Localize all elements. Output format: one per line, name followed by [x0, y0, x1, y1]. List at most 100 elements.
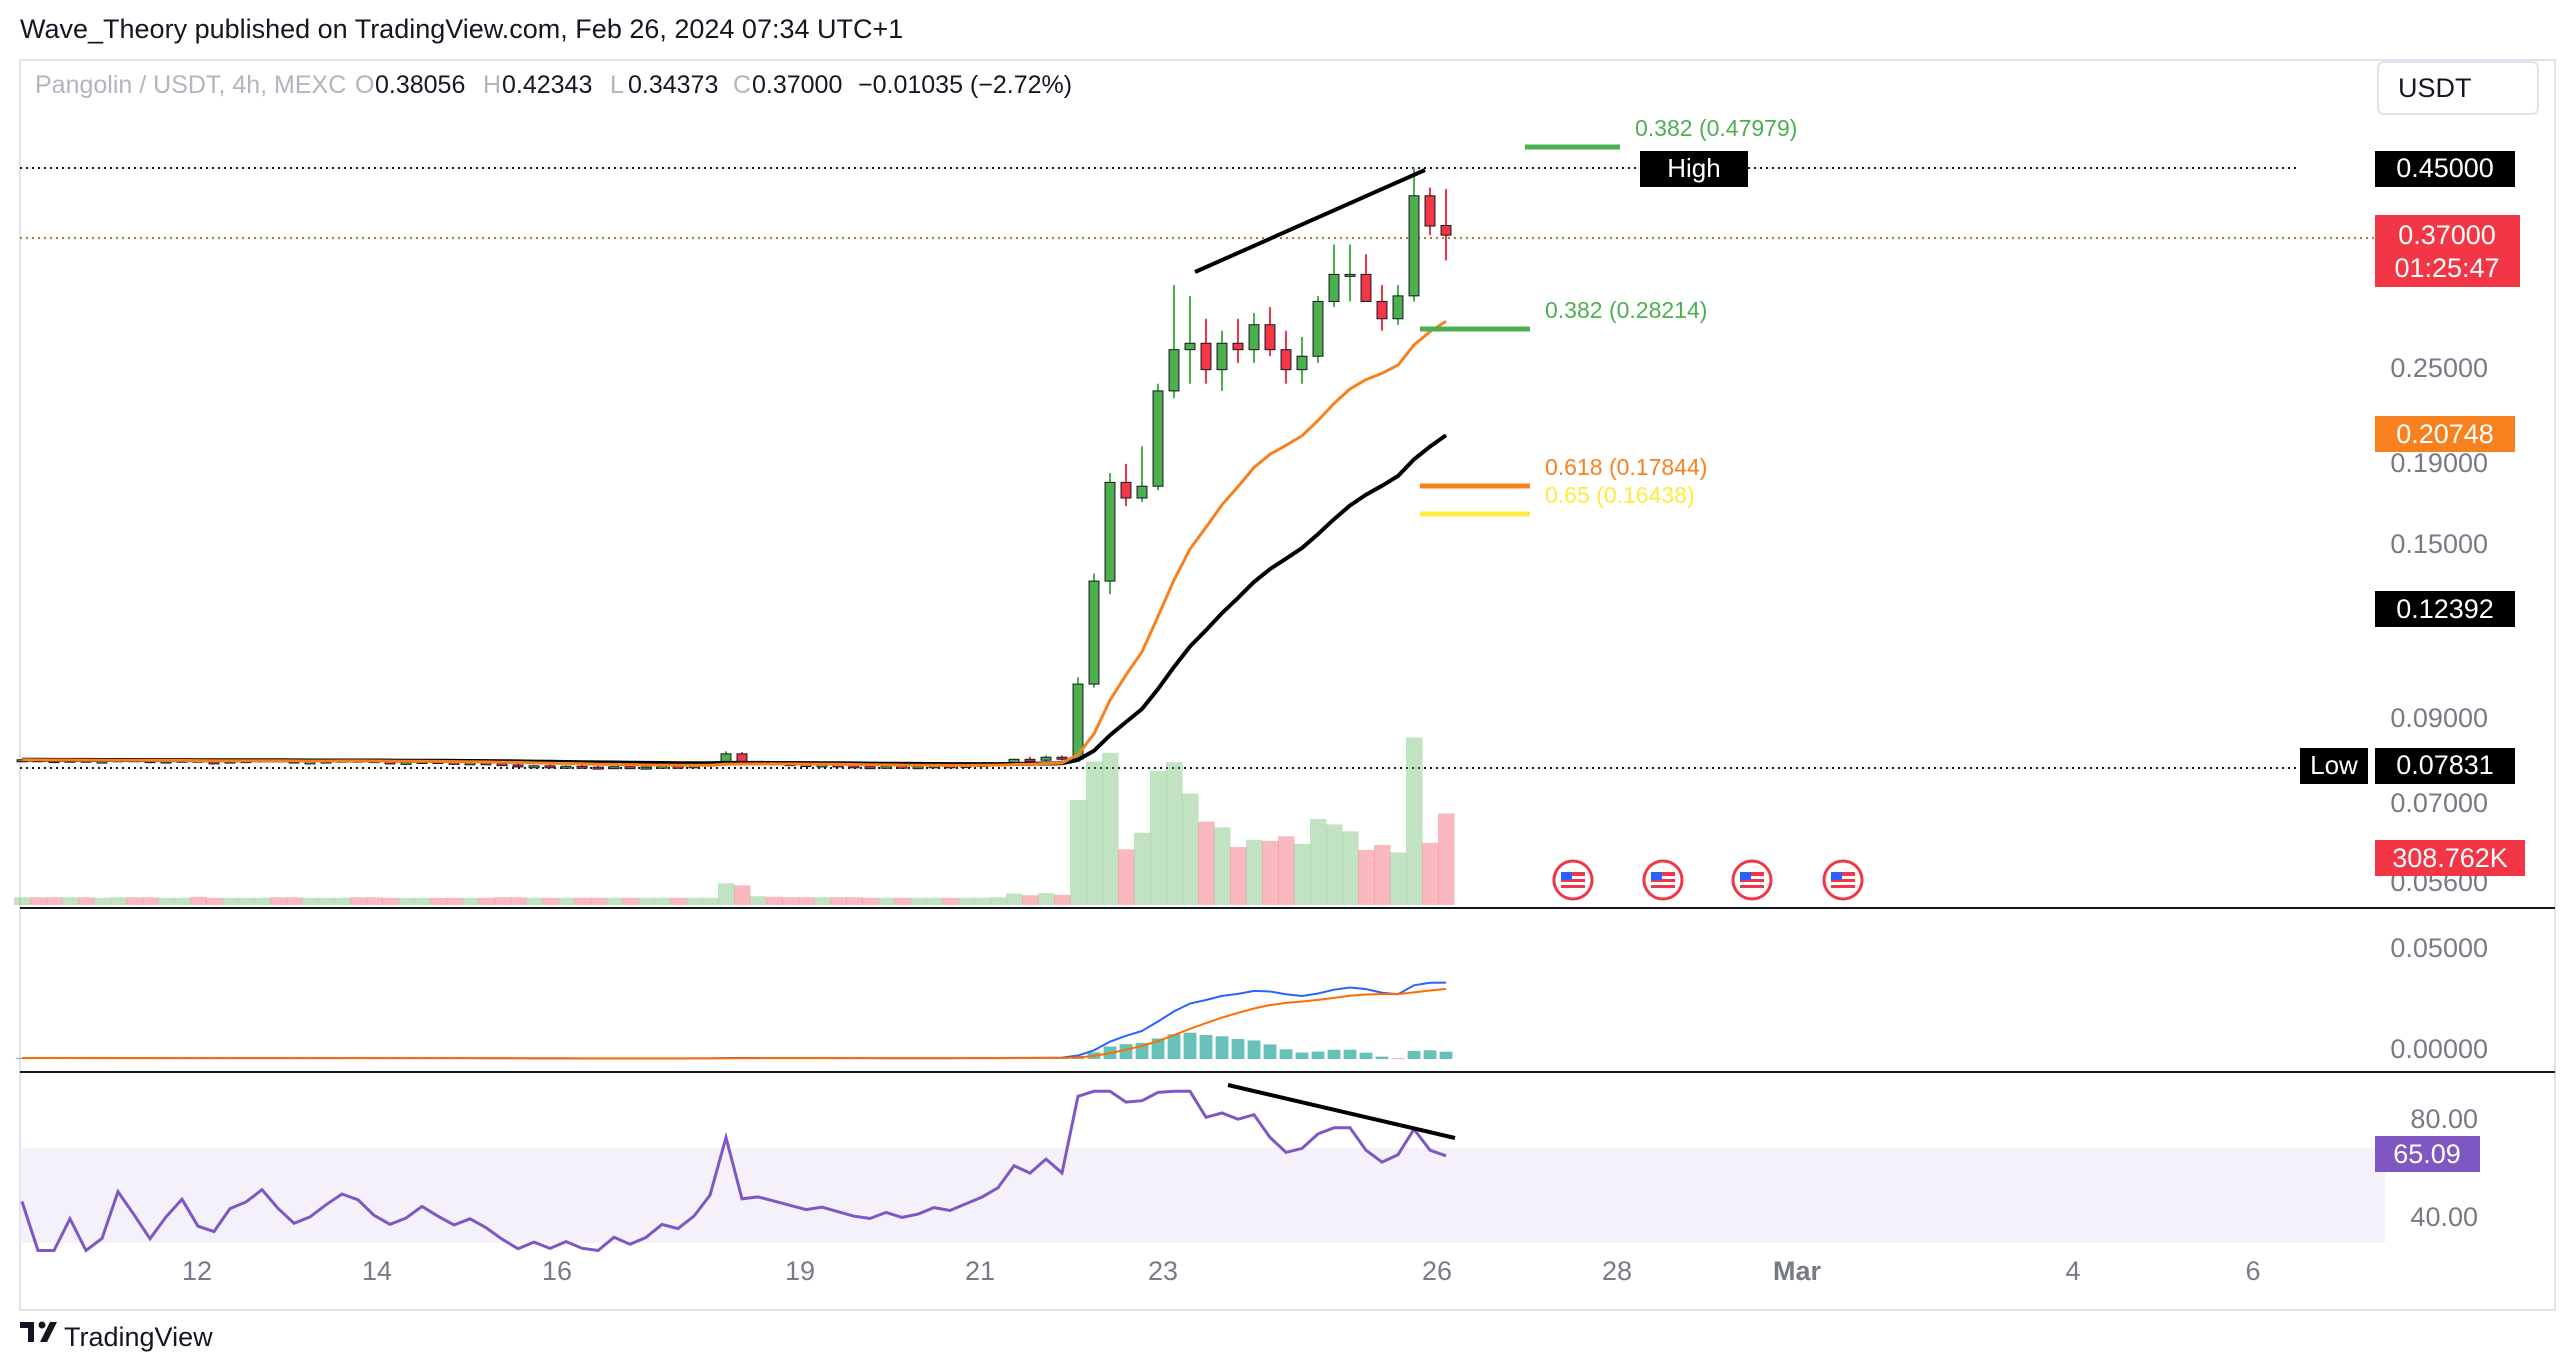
x-tick-label: 12: [182, 1256, 212, 1286]
ohlc-o-value: 0.38056: [375, 71, 465, 99]
volume-bar: [190, 896, 207, 905]
macd-y-tick-label: 0.05000: [2390, 933, 2488, 963]
ohlc-o-label: O: [355, 71, 374, 99]
x-tick-label: 28: [1602, 1256, 1632, 1286]
high-price-value: 0.45000: [2396, 153, 2494, 183]
macd-histogram-bar: [1407, 1050, 1421, 1059]
candle-body: [1344, 273, 1356, 277]
ema-fast-value: 0.20748: [2396, 419, 2494, 449]
volume-bar: [1150, 770, 1167, 905]
volume-bar: [14, 897, 31, 905]
macd-histogram-bar: [1311, 1051, 1325, 1059]
footer-brand: TradingView: [64, 1322, 213, 1352]
x-tick-label: 14: [362, 1256, 392, 1286]
volume-bar: [798, 897, 815, 905]
candle-body: [1264, 324, 1276, 351]
macd-histogram-bar: [1167, 1034, 1181, 1059]
y-tick-label: 0.09000: [2390, 703, 2488, 733]
y-tick-label: 0.25000: [2390, 353, 2488, 383]
ema-fast-line: [21, 319, 1447, 767]
fib-label-0382-upper: 0.382 (0.47979): [1635, 115, 1797, 141]
ema-slow-value: 0.12392: [2396, 594, 2494, 624]
volume-bar: [1134, 832, 1151, 905]
macd-histogram-bar: [1119, 1044, 1133, 1059]
low-tag-label: Low: [2310, 750, 2358, 780]
volume-bar: [542, 897, 559, 905]
fib-label-065: 0.65 (0.16438): [1545, 482, 1695, 508]
rsi-divergence-line: [1227, 1083, 1456, 1140]
candle-body: [1136, 485, 1148, 499]
ohlc-l-label: L: [610, 71, 624, 99]
volume-bar: [1182, 793, 1199, 905]
macd-histogram-bar: [1359, 1052, 1373, 1059]
volume-bar: [398, 897, 415, 905]
volume-bar: [1358, 850, 1375, 905]
macd-histogram-bar: [1375, 1056, 1389, 1059]
currency-button[interactable]: [2377, 61, 2539, 115]
volume-bar: [958, 897, 975, 905]
volume-bar: [1166, 762, 1183, 905]
volume-bar: [990, 897, 1007, 905]
volume-bar: [78, 897, 95, 905]
volume-bar: [1262, 840, 1279, 905]
macd-histogram-bar: [1279, 1049, 1293, 1059]
volume-bar: [766, 896, 783, 905]
rsi-y-tick-label: 40.00: [2410, 1202, 2478, 1232]
volume-value: 308.762K: [2392, 843, 2508, 873]
us-flag-icon[interactable]: [1731, 859, 1773, 901]
volume-bar: [926, 897, 943, 905]
candle-body: [1248, 324, 1260, 351]
x-tick-label: 16: [542, 1256, 572, 1286]
volume-bar: [494, 897, 511, 905]
candle-body: [528, 765, 540, 769]
volume-bar: [910, 897, 927, 905]
macd-histogram-bar: [1215, 1036, 1229, 1059]
volume-bar: [206, 897, 223, 905]
volume-bar: [94, 897, 111, 905]
candle-body: [1104, 481, 1116, 582]
macd-histogram-bar: [1151, 1038, 1165, 1059]
x-tick-label: 4: [2065, 1256, 2080, 1286]
candle-body: [1360, 273, 1372, 302]
volume-bar: [1406, 737, 1423, 905]
volume-bar: [526, 897, 543, 905]
candle-body: [1056, 756, 1068, 760]
macd-histogram-bar: [1295, 1052, 1309, 1059]
us-flag-icon[interactable]: [1552, 859, 1594, 901]
volume-bar: [846, 897, 863, 905]
volume-bar: [350, 897, 367, 905]
chart-frame: [19, 59, 2556, 1311]
rsi-y-tick-label: 80.00: [2410, 1104, 2478, 1134]
ohlc-h-value: 0.42343: [502, 71, 592, 99]
macd-layer: [15, 981, 1453, 1060]
candle-body: [496, 763, 508, 767]
candle-body: [1152, 390, 1164, 487]
volume-bar: [1230, 846, 1247, 905]
ohlc-c-value: 0.37000: [752, 71, 842, 99]
ohlc-h-label: H: [483, 71, 501, 99]
us-flag-icon[interactable]: [1822, 859, 1864, 901]
volume-bar: [334, 897, 351, 905]
candle-body: [1376, 300, 1388, 320]
low-tag: [2300, 748, 2368, 784]
volume-bar: [462, 897, 479, 905]
ema-slow-tag: [2375, 591, 2515, 627]
volume-bar: [446, 897, 463, 905]
y-tick-label: 0.15000: [2390, 529, 2488, 559]
volume-bar: [558, 897, 575, 905]
fib-label-0382-lower: 0.382 (0.28214): [1545, 297, 1707, 323]
candle-body: [1088, 580, 1100, 685]
volume-bar: [974, 897, 991, 905]
volume-bar: [222, 897, 239, 905]
candle-body: [1312, 300, 1324, 357]
us-flag-icon[interactable]: [1642, 859, 1684, 901]
volume-bar: [942, 897, 959, 905]
volume-bar: [862, 897, 879, 905]
volume-bar: [654, 897, 671, 905]
y-tick-label: 0.19000: [2390, 448, 2488, 478]
candle-body: [880, 765, 892, 769]
candle-body: [608, 766, 620, 770]
currency-button-label: USDT: [2398, 73, 2472, 103]
candle-body: [512, 764, 524, 768]
